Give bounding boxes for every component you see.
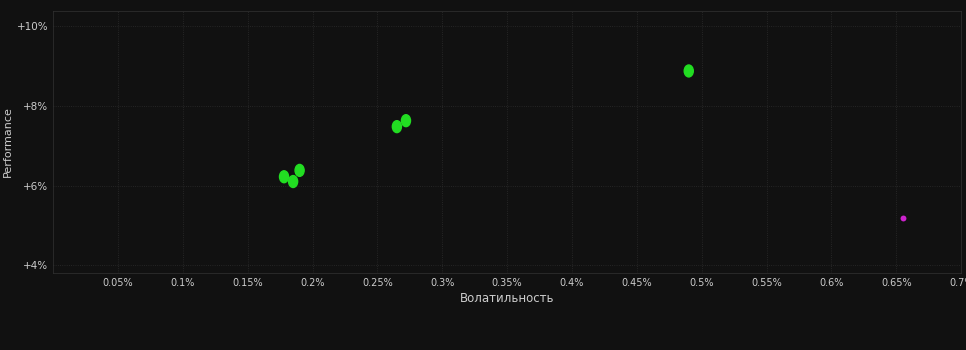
Ellipse shape — [684, 65, 694, 77]
Ellipse shape — [392, 121, 402, 133]
Ellipse shape — [402, 115, 411, 127]
Y-axis label: Performance: Performance — [3, 106, 13, 177]
Ellipse shape — [289, 176, 298, 188]
X-axis label: Волатильность: Волатильность — [460, 292, 554, 305]
Point — [895, 215, 911, 221]
Ellipse shape — [295, 164, 304, 176]
Ellipse shape — [279, 171, 289, 183]
